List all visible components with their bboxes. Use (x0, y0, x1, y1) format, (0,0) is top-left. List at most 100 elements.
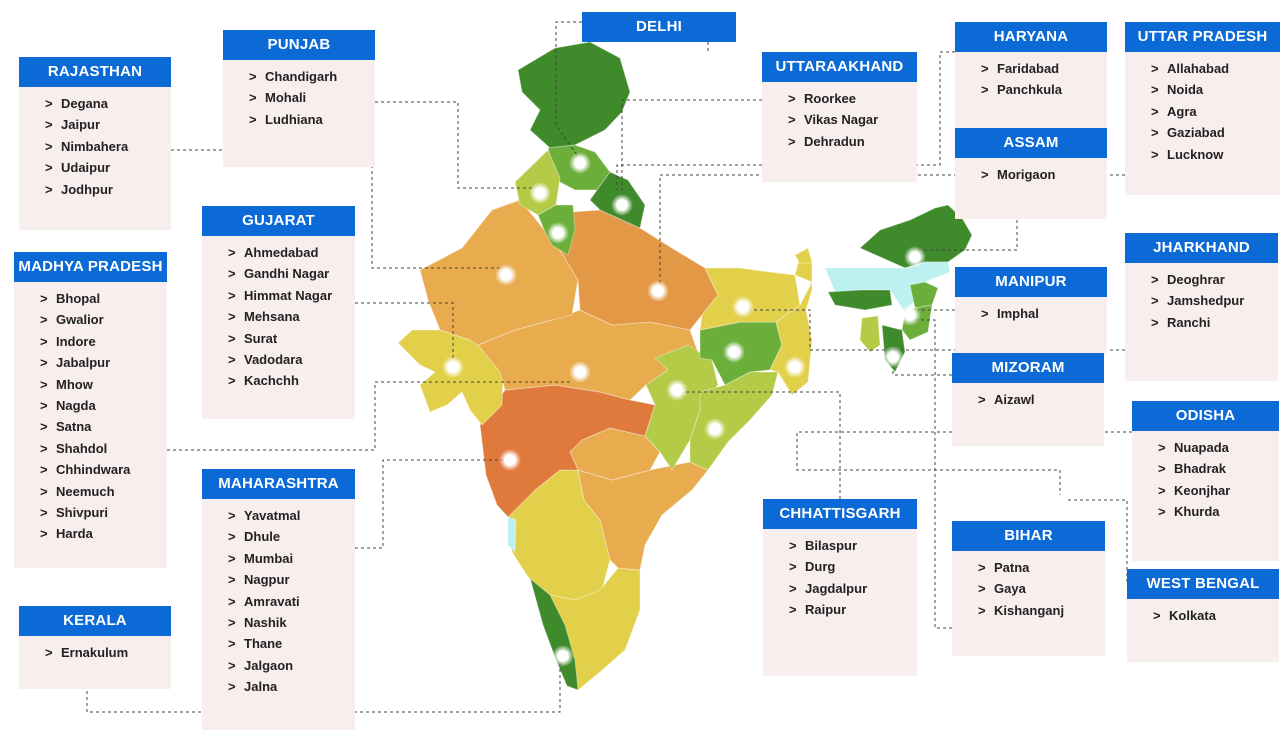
city-list-item[interactable]: > Gaya (978, 578, 1105, 599)
location-marker[interactable] (611, 194, 633, 216)
city-list-item[interactable]: > Kachchh (228, 370, 355, 391)
location-marker[interactable] (784, 356, 806, 378)
city-list-item[interactable]: > Vadodara (228, 349, 355, 370)
city-list-item[interactable]: > Durg (789, 556, 917, 577)
city-list-item[interactable]: > Gwalior (40, 309, 167, 330)
city-list-item[interactable]: > Ludhiana (249, 109, 375, 130)
city-list-item[interactable]: > Panchkula (981, 79, 1107, 100)
city-list-item[interactable]: > Surat (228, 328, 355, 349)
city-list-item[interactable]: > Deoghrar (1151, 269, 1278, 290)
state-card-title[interactable]: ASSAM (955, 128, 1107, 158)
state-card-title[interactable]: MIZORAM (952, 353, 1104, 383)
city-list-item[interactable]: > Amravati (228, 591, 355, 612)
city-list-item[interactable]: > Dhule (228, 526, 355, 547)
city-list-item[interactable]: > Nagda (40, 395, 167, 416)
state-card-title[interactable]: MANIPUR (955, 267, 1107, 297)
state-card-title[interactable]: KERALA (19, 606, 171, 636)
city-list-item[interactable]: > Jalna (228, 676, 355, 697)
location-marker[interactable] (442, 356, 464, 378)
city-list-item[interactable]: > Khurda (1158, 501, 1279, 522)
city-list-item[interactable]: > Roorkee (788, 88, 917, 109)
city-list-item[interactable]: > Noida (1151, 79, 1280, 100)
city-list-item[interactable]: > Dehradun (788, 131, 917, 152)
state-card-title[interactable]: WEST BENGAL (1127, 569, 1279, 599)
location-marker[interactable] (723, 341, 745, 363)
state-card-title[interactable]: UTTARAAKHAND (762, 52, 917, 82)
city-list-item[interactable]: > Degana (45, 93, 171, 114)
location-marker[interactable] (495, 264, 517, 286)
location-marker[interactable] (732, 296, 754, 318)
city-list-item[interactable]: > Vikas Nagar (788, 109, 917, 130)
city-list-item[interactable]: > Shahdol (40, 438, 167, 459)
state-card-title[interactable]: GUJARAT (202, 206, 355, 236)
location-marker[interactable] (647, 280, 669, 302)
city-list-item[interactable]: > Kolkata (1153, 605, 1279, 626)
location-marker[interactable] (552, 645, 574, 667)
city-list-item[interactable]: > Ahmedabad (228, 242, 355, 263)
city-list-item[interactable]: > Himmat Nagar (228, 285, 355, 306)
city-list-item[interactable]: > Keonjhar (1158, 480, 1279, 501)
state-card-title[interactable]: MAHARASHTRA (202, 469, 355, 499)
state-card-title[interactable]: ODISHA (1132, 401, 1279, 431)
city-list-item[interactable]: > Nuapada (1158, 437, 1279, 458)
city-list-item[interactable]: > Nimbahera (45, 136, 171, 157)
city-list-item[interactable]: > Mehsana (228, 306, 355, 327)
city-list-item[interactable]: > Jabalpur (40, 352, 167, 373)
city-list-item[interactable]: > Indore (40, 331, 167, 352)
location-marker[interactable] (529, 182, 551, 204)
city-list-item[interactable]: > Nashik (228, 612, 355, 633)
city-list-item[interactable]: > Ernakulum (45, 642, 171, 663)
city-list-item[interactable]: > Jalgaon (228, 655, 355, 676)
location-marker[interactable] (704, 418, 726, 440)
location-marker[interactable] (569, 361, 591, 383)
city-list-item[interactable]: > Thane (228, 633, 355, 654)
city-list-item[interactable]: > Chhindwara (40, 459, 167, 480)
city-list-item[interactable]: > Bhadrak (1158, 458, 1279, 479)
city-list-item[interactable]: > Jaipur (45, 114, 171, 135)
city-list-item[interactable]: > Ranchi (1151, 312, 1278, 333)
state-card-title[interactable]: RAJASTHAN (19, 57, 171, 87)
state-card-title[interactable]: MADHYA PRADESH (14, 252, 167, 282)
city-list-item[interactable]: > Satna (40, 416, 167, 437)
city-list-item[interactable]: > Patna (978, 557, 1105, 578)
state-card-title[interactable]: DELHI (582, 12, 736, 42)
location-marker[interactable] (882, 346, 904, 368)
city-list-item[interactable]: > Kishanganj (978, 600, 1105, 621)
location-marker[interactable] (499, 449, 521, 471)
city-list-item[interactable]: > Mohali (249, 87, 375, 108)
city-list-item[interactable]: > Imphal (981, 303, 1107, 324)
city-list-item[interactable]: > Agra (1151, 101, 1280, 122)
city-list-item[interactable]: > Lucknow (1151, 144, 1280, 165)
city-list-item[interactable]: > Mumbai (228, 548, 355, 569)
state-card-title[interactable]: BIHAR (952, 521, 1105, 551)
location-marker[interactable] (569, 152, 591, 174)
city-list-item[interactable]: > Aizawl (978, 389, 1104, 410)
city-list-item[interactable]: > Raipur (789, 599, 917, 620)
city-list-item[interactable]: > Yavatmal (228, 505, 355, 526)
city-list-item[interactable]: > Bilaspur (789, 535, 917, 556)
city-list-item[interactable]: > Nagpur (228, 569, 355, 590)
city-list-item[interactable]: > Morigaon (981, 164, 1107, 185)
state-card-title[interactable]: UTTAR PRADESH (1125, 22, 1280, 52)
location-marker[interactable] (666, 379, 688, 401)
city-list-item[interactable]: > Bhopal (40, 288, 167, 309)
city-list-item[interactable]: > Chandigarh (249, 66, 375, 87)
city-list-item[interactable]: > Jagdalpur (789, 578, 917, 599)
city-list-item[interactable]: > Shivpuri (40, 502, 167, 523)
state-card-title[interactable]: CHHATTISGARH (763, 499, 917, 529)
city-list-item[interactable]: > Udaipur (45, 157, 171, 178)
city-list-item[interactable]: > Mhow (40, 374, 167, 395)
location-marker[interactable] (547, 222, 569, 244)
city-list-item[interactable]: > Gaziabad (1151, 122, 1280, 143)
city-list-item[interactable]: > Allahabad (1151, 58, 1280, 79)
location-marker[interactable] (904, 246, 926, 268)
state-card-title[interactable]: JHARKHAND (1125, 233, 1278, 263)
city-list-item[interactable]: > Jamshedpur (1151, 290, 1278, 311)
city-list-item[interactable]: > Gandhi Nagar (228, 263, 355, 284)
city-list-item[interactable]: > Faridabad (981, 58, 1107, 79)
city-list-item[interactable]: > Harda (40, 523, 167, 544)
location-marker[interactable] (899, 304, 921, 326)
city-list-item[interactable]: > Jodhpur (45, 179, 171, 200)
city-list-item[interactable]: > Neemuch (40, 481, 167, 502)
state-card-title[interactable]: HARYANA (955, 22, 1107, 52)
